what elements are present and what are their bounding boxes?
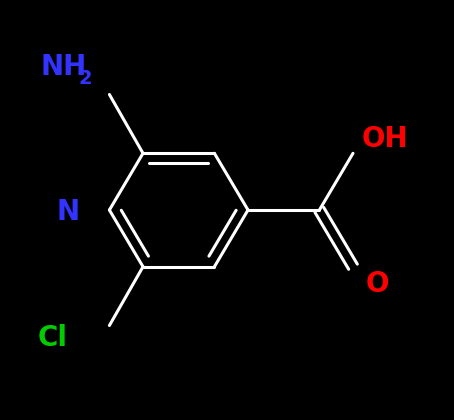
Text: OH: OH: [361, 125, 408, 152]
Text: O: O: [365, 270, 389, 297]
Text: N: N: [57, 198, 80, 226]
Text: Cl: Cl: [38, 324, 68, 352]
Text: NH: NH: [40, 53, 86, 81]
Text: 2: 2: [79, 69, 92, 89]
